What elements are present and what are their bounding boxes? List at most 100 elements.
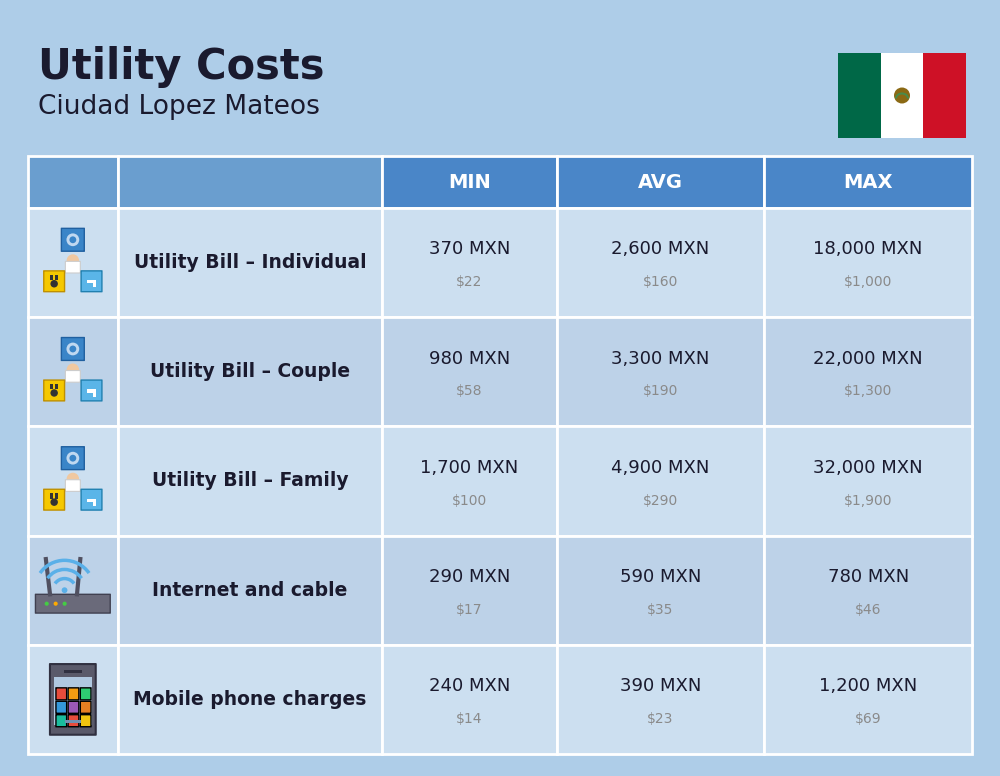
FancyBboxPatch shape	[80, 702, 91, 713]
Circle shape	[67, 255, 79, 267]
Bar	[764, 426, 972, 535]
Bar	[87, 390, 96, 393]
Circle shape	[63, 601, 67, 606]
FancyBboxPatch shape	[35, 594, 110, 613]
Bar	[764, 208, 972, 317]
FancyBboxPatch shape	[44, 380, 65, 401]
Bar	[87, 280, 96, 283]
Text: $160: $160	[643, 275, 678, 289]
Text: $1,300: $1,300	[844, 384, 892, 398]
Bar	[50, 384, 53, 390]
Text: $46: $46	[855, 603, 881, 617]
Bar	[54, 677, 92, 725]
Text: $58: $58	[456, 384, 483, 398]
Circle shape	[50, 390, 58, 397]
Text: $100: $100	[452, 494, 487, 508]
Text: Mobile phone charges: Mobile phone charges	[133, 690, 367, 709]
Text: 3,300 MXN: 3,300 MXN	[611, 350, 710, 368]
Circle shape	[67, 473, 79, 485]
Bar	[382, 535, 557, 645]
Text: Utility Costs: Utility Costs	[38, 46, 324, 88]
Bar	[557, 426, 764, 535]
Bar	[382, 645, 557, 754]
Text: 370 MXN: 370 MXN	[429, 241, 510, 258]
FancyBboxPatch shape	[80, 688, 91, 700]
FancyBboxPatch shape	[65, 480, 80, 491]
Bar	[382, 426, 557, 535]
Text: $190: $190	[643, 384, 678, 398]
Bar	[118, 535, 382, 645]
Bar	[28, 156, 118, 208]
FancyBboxPatch shape	[68, 688, 79, 700]
Circle shape	[69, 345, 76, 352]
Text: $1,900: $1,900	[844, 494, 892, 508]
FancyBboxPatch shape	[81, 271, 102, 292]
Circle shape	[66, 452, 79, 465]
Circle shape	[50, 498, 58, 506]
Bar	[28, 317, 118, 426]
FancyBboxPatch shape	[44, 490, 65, 510]
Text: 290 MXN: 290 MXN	[429, 568, 510, 586]
Bar	[557, 535, 764, 645]
FancyBboxPatch shape	[61, 447, 84, 469]
Bar	[28, 426, 118, 535]
Circle shape	[67, 363, 79, 376]
Circle shape	[69, 237, 76, 243]
Bar	[93, 283, 96, 287]
Text: $290: $290	[643, 494, 678, 508]
Bar	[881, 53, 923, 138]
Circle shape	[66, 342, 79, 355]
Text: 390 MXN: 390 MXN	[620, 677, 701, 695]
Circle shape	[54, 601, 58, 606]
Text: 240 MXN: 240 MXN	[429, 677, 510, 695]
Text: AVG: AVG	[638, 172, 683, 192]
Bar	[118, 208, 382, 317]
Text: 1,200 MXN: 1,200 MXN	[819, 677, 917, 695]
FancyBboxPatch shape	[50, 664, 96, 735]
Circle shape	[894, 88, 910, 103]
Text: 2,600 MXN: 2,600 MXN	[611, 241, 710, 258]
Text: $1,000: $1,000	[844, 275, 892, 289]
Text: Utility Bill – Individual: Utility Bill – Individual	[134, 253, 366, 272]
Bar	[557, 208, 764, 317]
Text: 1,700 MXN: 1,700 MXN	[420, 459, 518, 477]
Text: Utility Bill – Family: Utility Bill – Family	[152, 472, 348, 490]
Bar	[28, 535, 118, 645]
Circle shape	[66, 234, 79, 246]
Text: $22: $22	[456, 275, 483, 289]
Bar	[93, 501, 96, 506]
FancyBboxPatch shape	[81, 380, 102, 401]
Bar	[50, 494, 53, 499]
Bar	[382, 317, 557, 426]
FancyBboxPatch shape	[80, 715, 91, 727]
Text: MIN: MIN	[448, 172, 491, 192]
Text: $23: $23	[647, 712, 674, 726]
Text: 4,900 MXN: 4,900 MXN	[611, 459, 710, 477]
FancyBboxPatch shape	[65, 262, 80, 273]
Bar	[55, 275, 58, 280]
Bar	[28, 208, 118, 317]
Text: $17: $17	[456, 603, 483, 617]
Bar	[93, 392, 96, 397]
Bar	[838, 53, 881, 138]
Bar	[55, 494, 58, 499]
Circle shape	[45, 601, 49, 606]
Bar	[557, 317, 764, 426]
Bar	[557, 645, 764, 754]
Text: 22,000 MXN: 22,000 MXN	[813, 350, 923, 368]
Bar	[118, 317, 382, 426]
Circle shape	[50, 280, 58, 287]
Bar	[382, 208, 557, 317]
Bar	[87, 499, 96, 502]
FancyBboxPatch shape	[65, 370, 80, 383]
Text: Utility Bill – Couple: Utility Bill – Couple	[150, 362, 350, 381]
Text: 32,000 MXN: 32,000 MXN	[813, 459, 923, 477]
Text: $69: $69	[855, 712, 881, 726]
Bar	[764, 156, 972, 208]
FancyBboxPatch shape	[44, 271, 65, 292]
Bar	[923, 53, 966, 138]
Bar	[118, 156, 382, 208]
Circle shape	[69, 455, 76, 462]
FancyBboxPatch shape	[61, 228, 84, 251]
Bar	[64, 670, 82, 673]
